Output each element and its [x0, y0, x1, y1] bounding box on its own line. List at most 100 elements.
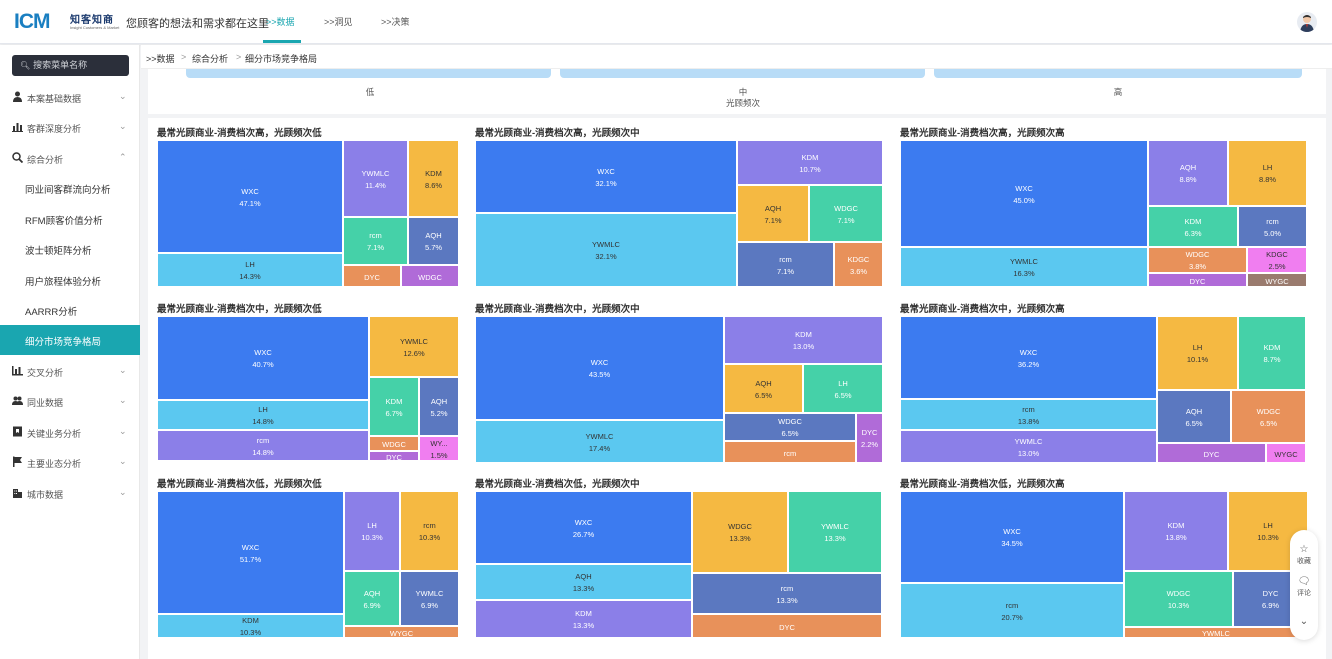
treemap-cell[interactable]: AQH 13.3%: [475, 564, 692, 600]
treemap-cell[interactable]: WDGC: [369, 436, 419, 451]
treemap-cell[interactable]: YWMLC 13.3%: [788, 491, 882, 573]
treemap-cell[interactable]: KDM 13.8%: [1124, 491, 1228, 571]
treemap-cell[interactable]: rcm 10.3%: [400, 491, 459, 571]
sidebar-sub-rfm[interactable]: RFM顾客价值分析: [0, 204, 140, 234]
nav-decision[interactable]: >>决策: [381, 17, 410, 27]
cell-value: 8.8%: [1179, 175, 1197, 184]
treemap-cell[interactable]: AQH 7.1%: [737, 185, 809, 242]
comment-icon: 🗨︎: [1297, 576, 1311, 587]
treemap-cell[interactable]: YWMLC 16.3%: [900, 247, 1148, 287]
treemap-title: 最常光顾商业-消费档次低，光顾频次中: [475, 479, 640, 490]
breadcrumb-item[interactable]: >>数据: [146, 54, 175, 64]
sidebar-sub-boston[interactable]: 波士顿矩阵分析: [0, 234, 140, 264]
treemap-cell[interactable]: AQH 8.8%: [1148, 140, 1228, 206]
user-icon: [13, 91, 22, 102]
treemap-cell[interactable]: WXC 47.1%: [157, 140, 343, 253]
treemap-cell[interactable]: KDM 6.7%: [369, 377, 419, 436]
sidebar-sub-aarrr[interactable]: AARRR分析: [0, 295, 140, 325]
treemap-cell[interactable]: AQH 6.5%: [1157, 390, 1231, 443]
cell-value: 7.1%: [776, 266, 795, 276]
sidebar-item-basic-data[interactable]: 本案基础数据 ⌄: [0, 82, 140, 112]
sidebar-sub-journey[interactable]: 用户旅程体验分析: [0, 265, 140, 295]
treemap-cell[interactable]: WDGC 10.3%: [1124, 571, 1233, 627]
sidebar-item-cross[interactable]: 交叉分析 ⌄: [0, 356, 140, 386]
treemap-cell[interactable]: WXC 43.5%: [475, 316, 724, 420]
scroll-down-button[interactable]: ⌄: [1290, 616, 1318, 628]
treemap-cell[interactable]: KDM 8.6%: [408, 140, 459, 217]
treemap-cell[interactable]: WYGC: [344, 626, 459, 638]
treemap-cell[interactable]: LH 14.3%: [157, 253, 343, 287]
treemap-cell[interactable]: AQH 5.7%: [408, 217, 459, 265]
treemap-cell[interactable]: KDM 13.0%: [724, 316, 883, 364]
treemap-cell[interactable]: LH 10.1%: [1157, 316, 1238, 390]
treemap-cell[interactable]: KDM 10.7%: [737, 140, 883, 185]
treemap-cell[interactable]: WXC 51.7%: [157, 491, 344, 614]
sidebar-item-customer-analysis[interactable]: 客群深度分析 ⌄: [0, 112, 140, 142]
treemap-cell[interactable]: WYGC: [1266, 443, 1306, 463]
treemap-cell[interactable]: WXC 32.1%: [475, 140, 737, 213]
treemap-cell[interactable]: LH 14.8%: [157, 400, 369, 430]
treemap-cell[interactable]: AQH 6.9%: [344, 571, 400, 626]
nav-insight[interactable]: >>洞见: [324, 17, 353, 27]
treemap-cell[interactable]: WYGC: [1247, 273, 1307, 287]
comment-button[interactable]: 🗨︎ 评论: [1290, 576, 1318, 598]
treemap-cell[interactable]: WDGC 3.8%: [1148, 247, 1247, 273]
treemap-cell[interactable]: YWMLC 13.0%: [900, 430, 1157, 463]
treemap-cell[interactable]: YWMLC 32.1%: [475, 213, 737, 287]
treemap-cell[interactable]: KDM 6.3%: [1148, 206, 1238, 247]
treemap-cell[interactable]: rcm 14.8%: [157, 430, 369, 461]
treemap-cell[interactable]: WDGC: [401, 265, 459, 287]
treemap-cell[interactable]: YWMLC 6.9%: [400, 571, 459, 626]
treemap-cell[interactable]: KDM 13.3%: [475, 600, 692, 638]
treemap-cell[interactable]: KDM 10.3%: [157, 614, 344, 638]
treemap-cell[interactable]: WDGC 13.3%: [692, 491, 788, 573]
sidebar-item-city[interactable]: 城市数据 ⌄: [0, 478, 140, 508]
treemap-cell[interactable]: WXC 40.7%: [157, 316, 369, 400]
treemap-cell[interactable]: DYC: [1148, 273, 1247, 287]
treemap-cell[interactable]: WXC 34.5%: [900, 491, 1124, 583]
treemap-cell[interactable]: rcm 13.3%: [692, 573, 882, 614]
sidebar-sub-flow[interactable]: 同业间客群流向分析: [0, 173, 140, 203]
sidebar-item-peer[interactable]: 同业数据 ⌄: [0, 386, 140, 416]
treemap-cell[interactable]: AQH 5.2%: [419, 377, 459, 436]
treemap-cell[interactable]: DYC 2.2%: [856, 413, 883, 463]
treemap-cell[interactable]: KDM 8.7%: [1238, 316, 1306, 390]
treemap-cell[interactable]: YWMLC 11.4%: [343, 140, 408, 217]
treemap-cell[interactable]: AQH 6.5%: [724, 364, 803, 413]
treemap-cell[interactable]: WXC 26.7%: [475, 491, 692, 564]
treemap-cell[interactable]: YWMLC 12.6%: [369, 316, 459, 377]
breadcrumb-item[interactable]: 综合分析: [192, 54, 229, 64]
treemap-cell[interactable]: rcm 13.8%: [900, 399, 1157, 430]
sidebar-item-key-business[interactable]: 关键业务分析 ⌄: [0, 417, 140, 447]
treemap-cell[interactable]: WXC 45.0%: [900, 140, 1148, 247]
treemap-cell[interactable]: rcm: [724, 441, 856, 463]
treemap-cell[interactable]: WXC 36.2%: [900, 316, 1157, 399]
treemap-cell[interactable]: DYC: [369, 451, 419, 461]
treemap-cell[interactable]: KDGC 3.6%: [834, 242, 883, 287]
favorite-button[interactable]: ☆ 收藏: [1290, 544, 1318, 566]
avatar[interactable]: [1297, 12, 1317, 32]
treemap-cell[interactable]: YWMLC 17.4%: [475, 420, 724, 463]
treemap-cell[interactable]: WDGC 7.1%: [809, 185, 883, 242]
flag-book-icon: [13, 426, 22, 437]
treemap-cell[interactable]: DYC: [343, 265, 401, 287]
treemap-cell[interactable]: rcm 20.7%: [900, 583, 1124, 638]
treemap-cell[interactable]: KDGC 2.5%: [1247, 247, 1307, 273]
treemap-cell[interactable]: LH 10.3%: [344, 491, 400, 571]
treemap-cell[interactable]: rcm 7.1%: [343, 217, 408, 265]
treemap-cell[interactable]: YWMLC: [1124, 627, 1308, 638]
treemap-cell[interactable]: DYC: [692, 614, 882, 638]
sidebar-item-comprehensive[interactable]: 综合分析 ⌃: [0, 143, 140, 173]
treemap-cell[interactable]: DYC: [1157, 443, 1266, 463]
treemap-cell[interactable]: WDGC 6.5%: [724, 413, 856, 441]
treemap-cell[interactable]: rcm 7.1%: [737, 242, 834, 287]
menu-search-input[interactable]: 🔍︎ 搜索菜单名称: [12, 55, 129, 76]
sidebar-item-formats[interactable]: 主要业态分析 ⌄: [0, 447, 140, 477]
treemap-cell[interactable]: LH 8.8%: [1228, 140, 1307, 206]
treemap-cell[interactable]: WY... 1.5%: [419, 436, 459, 461]
treemap-cell[interactable]: WDGC 6.5%: [1231, 390, 1306, 443]
treemap-cell[interactable]: rcm 5.0%: [1238, 206, 1307, 247]
nav-data[interactable]: >>数据: [266, 17, 295, 27]
sidebar-sub-segment[interactable]: 细分市场竞争格局: [0, 325, 140, 355]
treemap-cell[interactable]: LH 6.5%: [803, 364, 883, 413]
